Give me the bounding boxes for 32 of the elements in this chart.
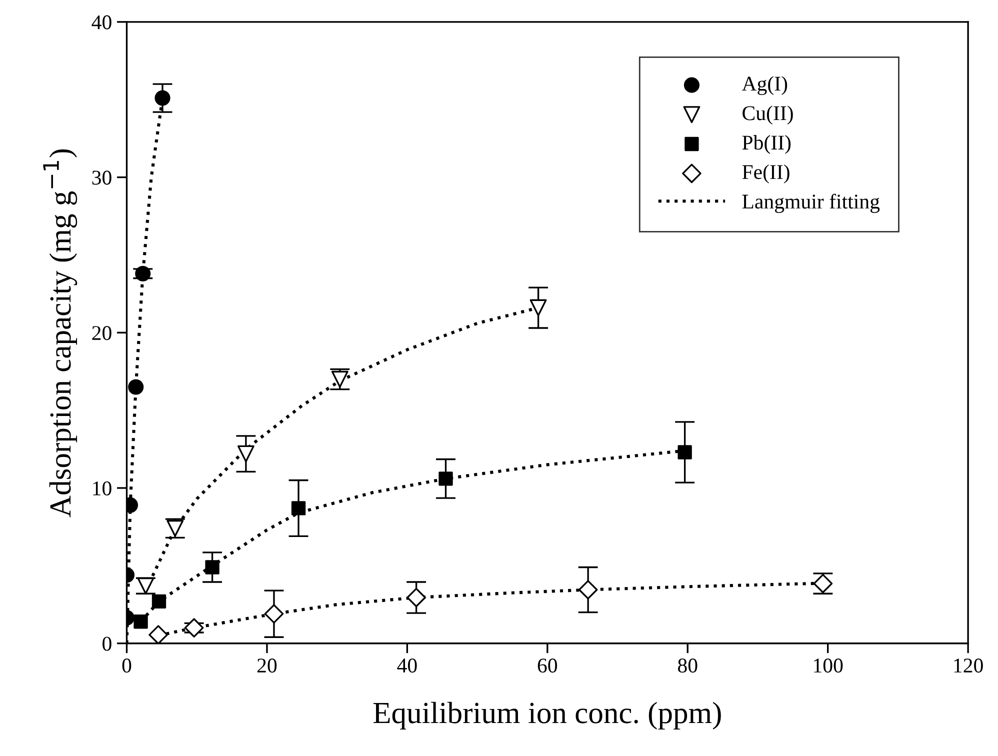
legend-label: Ag(I) [742,76,788,96]
point [134,614,148,629]
x-tick-label: 40 [397,658,417,673]
point [438,472,453,486]
y-tick-label: 0 [102,636,112,651]
y-tick-label: 10 [93,481,112,496]
point [152,594,166,608]
legend-label: Langmuir fitting [742,194,880,213]
y-axis-title: Adsorption capacity (mg g$^{−1}$) [43,149,78,518]
point [264,604,284,624]
x-tick-label: 20 [257,658,277,673]
x-tick-label: 100 [814,658,843,673]
x-tick-label: 0 [122,658,132,673]
y-tick-label: 40 [92,15,112,30]
x-axis-title: Equilibrium ion conc. (ppm) [373,702,721,730]
x-tick-label: 120 [954,658,983,673]
point [406,588,426,608]
x-tick-label: 80 [678,658,698,673]
point [678,445,692,460]
point [291,501,306,516]
point [148,625,168,644]
y-tick-label: 20 [92,326,112,340]
legend-label: Pb(II) [742,135,791,154]
legend-label: Fe(II) [742,164,790,184]
y-tick-label: 30 [92,170,112,185]
point [205,560,220,574]
point [530,299,547,316]
point [184,618,204,638]
legend-label: Cu(II) [742,106,793,124]
x-tick-label: 60 [538,658,558,673]
point [578,580,598,600]
point [237,445,254,462]
